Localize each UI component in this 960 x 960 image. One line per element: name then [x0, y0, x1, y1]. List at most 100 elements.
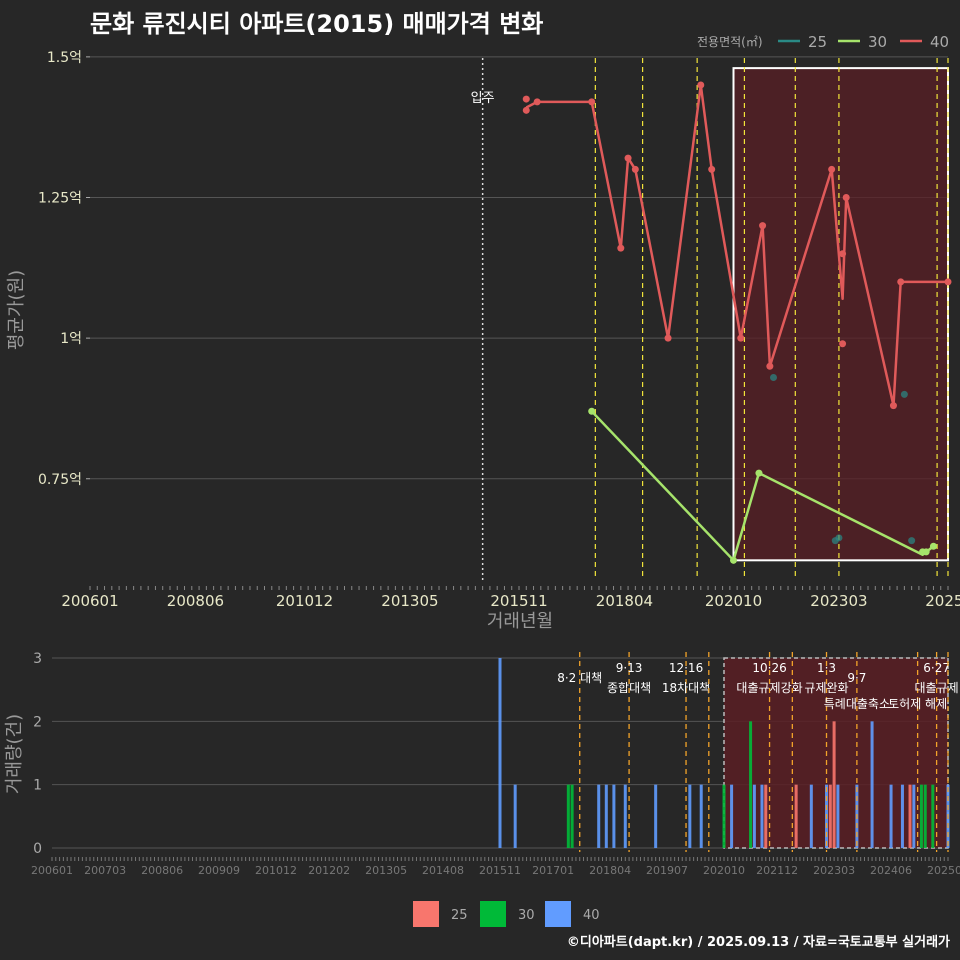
data-point-40 [737, 334, 745, 342]
data-point-40 [697, 81, 705, 89]
legend-title: 전용면적(㎡) [697, 35, 763, 49]
legend-swatch-40 [545, 901, 571, 927]
chart-title: 문화 류진시티 아파트(2015) 매매가격 변화 [90, 10, 544, 38]
x-tick-label: 200601 [31, 864, 73, 877]
legend-swatch-30 [480, 901, 506, 927]
legend-label-30: 30 [518, 908, 535, 923]
x-tick-label: 201701 [532, 864, 574, 877]
y-tick-label: 0.75억 [38, 472, 82, 488]
legend-label-25: 25 [451, 908, 468, 923]
bar-40 [688, 784, 692, 848]
x-tick-label: 201305 [381, 592, 438, 610]
bar-40 [752, 784, 756, 848]
policy-label: 8·2 대책 [557, 670, 602, 685]
y-tick-label: 0 [33, 841, 42, 857]
bar-30 [566, 784, 570, 848]
bar-30 [722, 784, 726, 848]
legend-label-40: 40 [583, 908, 600, 923]
bar-40 [730, 784, 734, 848]
policy-label: 10·26 [752, 661, 786, 675]
data-point-30 [929, 542, 937, 550]
bar-40 [498, 658, 502, 848]
x-tick-label: 202509 [927, 864, 960, 877]
y-tick-label: 1억 [60, 331, 82, 347]
bar-30 [749, 721, 753, 848]
policy-label: 9·7 [847, 671, 866, 685]
data-point-40 [708, 165, 716, 173]
bar-25 [832, 721, 836, 848]
bar-40 [836, 784, 840, 848]
x-tick-label: 201804 [596, 592, 653, 610]
data-point-40 [842, 194, 850, 201]
bar-30 [931, 784, 935, 848]
x-tick-label: 201511 [490, 592, 547, 610]
policy-label: 1·3 [817, 661, 836, 675]
bar-25 [794, 784, 798, 848]
bar-40 [623, 784, 627, 848]
data-point-30 [922, 548, 930, 556]
data-point-40 [897, 278, 905, 286]
policy-sub-label: 규제완화 [804, 681, 848, 695]
x-tick-label: 202303 [813, 864, 855, 877]
data-point-25 [769, 374, 777, 381]
x-tick-label: 200909 [198, 864, 240, 877]
data-point-30 [755, 469, 763, 477]
y-axis-label: 평균가(원) [6, 270, 27, 350]
x-tick-label: 201012 [255, 864, 297, 877]
policy-sub-label: 18차대책 [662, 680, 710, 695]
bar-40 [513, 784, 517, 848]
bar-40 [809, 784, 813, 848]
policy-label: 9·13 [616, 661, 643, 675]
data-point-40 [522, 95, 530, 103]
legend-label-30: 30 [868, 33, 887, 51]
x-tick-label: 201202 [308, 864, 350, 877]
data-point-40 [533, 98, 541, 106]
y-tick-label: 1.5억 [47, 50, 82, 66]
move-in-label: 입주 [471, 91, 495, 106]
bar-30 [919, 784, 923, 848]
data-point-40 [759, 222, 767, 230]
bar-40 [612, 784, 616, 848]
x-tick-label: 201907 [646, 864, 688, 877]
data-point-25 [900, 390, 908, 398]
data-point-40 [522, 106, 530, 114]
x-tick-label: 201305 [365, 864, 407, 877]
data-point-40 [664, 334, 672, 342]
bar-25 [764, 784, 768, 848]
footer-credit: ©디아파트(dapt.kr) / 2025.09.13 / 자료=국토교통부 실… [566, 935, 950, 950]
data-point-40 [839, 340, 847, 348]
y-tick-label: 3 [33, 651, 42, 667]
bar-30 [923, 784, 927, 848]
x-tick-label: 202010 [703, 864, 745, 877]
x-tick-label: 201012 [276, 592, 333, 610]
data-point-40 [839, 250, 847, 258]
x-tick-label: 201511 [479, 864, 521, 877]
legend-label-25: 25 [808, 33, 827, 51]
data-point-40 [624, 154, 632, 162]
policy-sub-label: 특례대출축소 [824, 697, 890, 711]
policy-sub-label: 대출규제 [915, 681, 959, 695]
x-tick-label: 200806 [141, 864, 183, 877]
x-tick-label: 201408 [422, 864, 464, 877]
highlight-box [732, 67, 949, 562]
bar-25 [908, 784, 912, 848]
bar-40 [900, 784, 904, 848]
policy-sub-label: 종합대책 [607, 680, 651, 695]
bar-40 [699, 784, 703, 848]
y-tick-label: 1 [33, 778, 42, 794]
bar-40 [760, 784, 764, 848]
price-chart: 1.5억 1.25억 1억 0.75억 입주 200601 200806 201012 2013… [6, 33, 960, 632]
x-axis-label: 거래년월 [487, 611, 553, 632]
legend-swatch-25 [413, 901, 439, 927]
y-tick-label: 2 [33, 714, 42, 730]
legend-label-40: 40 [930, 33, 949, 51]
policy-label: 12·16 [669, 661, 703, 675]
bar-40 [604, 784, 608, 848]
x-tick-label: 2025 [925, 592, 960, 610]
data-point-40 [944, 278, 952, 286]
data-point-40 [617, 244, 625, 252]
x-tick-label: 200806 [167, 592, 224, 610]
x-tick-label: 201804 [589, 864, 631, 877]
